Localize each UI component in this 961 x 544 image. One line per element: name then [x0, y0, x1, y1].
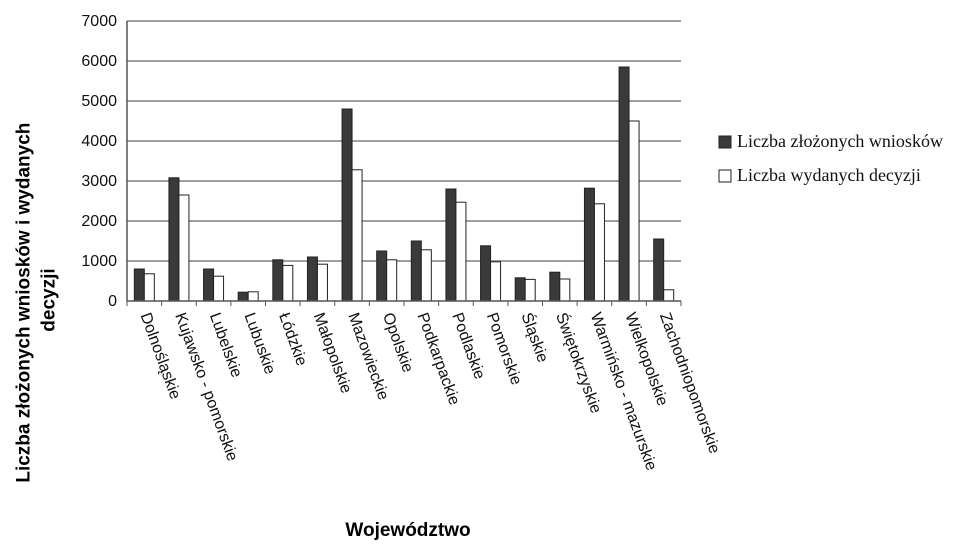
y-tick-label: 2000 — [81, 213, 117, 230]
bar-wnioski — [653, 238, 665, 302]
bar-wnioski — [583, 187, 595, 302]
bar-decyzje — [351, 169, 363, 302]
y-axis-title-line2: decyzji — [38, 268, 59, 331]
legend-swatch — [718, 135, 732, 149]
legend: Liczba złożonych wniosków Liczba wydanych… — [718, 131, 943, 185]
bar-decyzje — [420, 249, 432, 302]
x-tick-label: Zachodniopomorskie — [656, 311, 723, 456]
legend-swatch — [718, 169, 732, 183]
x-tick-label: Lubuskie — [240, 311, 278, 377]
y-tick-label: 4000 — [81, 133, 117, 150]
bar-decyzje — [628, 120, 640, 302]
y-tick-label: 5000 — [81, 93, 117, 110]
bar-decyzje — [663, 289, 675, 302]
bar-decyzje — [316, 263, 328, 302]
x-tick-label: Lubelskie — [206, 311, 245, 380]
x-tick-label: Łódzkie — [275, 311, 310, 369]
bar-decyzje — [455, 201, 467, 302]
y-axis-title-line1: Liczba złożonych wniosków i wydanych — [14, 123, 35, 483]
x-tick-label: Śląskie — [517, 310, 553, 365]
legend-label: Liczba wydanych decyzji — [737, 165, 921, 185]
bar-wnioski — [272, 259, 284, 302]
bar-wnioski — [445, 188, 457, 302]
legend-label: Liczba złożonych wniosków — [737, 131, 943, 151]
axes — [126, 21, 682, 306]
bar-wnioski — [133, 268, 145, 302]
bar-wnioski — [341, 108, 353, 302]
y-tick-label: 1000 — [81, 253, 117, 270]
y-tick-label: 7000 — [81, 13, 117, 30]
bar-wnioski — [514, 277, 526, 302]
bar-decyzje — [282, 264, 294, 302]
y-tick-label: 0 — [108, 293, 117, 310]
bar-wnioski — [168, 177, 180, 302]
x-tick-label: Opolskie — [379, 311, 416, 375]
y-tick-labels: 0 1000 2000 3000 4000 5000 6000 7000 — [81, 13, 117, 310]
bar-decyzje — [593, 203, 605, 302]
bar-wnioski — [618, 66, 630, 302]
bar-wnioski — [549, 271, 561, 302]
bar-decyzje — [559, 278, 571, 302]
bar-decyzje — [524, 278, 536, 302]
bar-wnioski — [376, 250, 388, 302]
bar-decyzje — [386, 259, 398, 302]
bar-decyzje — [213, 275, 225, 302]
y-tick-label: 3000 — [81, 173, 117, 190]
bar-wnioski — [306, 256, 318, 302]
y-tick-label: 6000 — [81, 53, 117, 70]
bar-wnioski — [237, 291, 249, 302]
x-axis-title: Województwo — [345, 520, 470, 541]
bar-decyzje — [490, 261, 502, 302]
bars — [133, 66, 675, 302]
gridlines — [127, 20, 681, 262]
bar-wnioski — [203, 268, 215, 302]
x-tick-label: Podlaskie — [448, 311, 488, 382]
bar-wnioski — [410, 240, 422, 302]
bar-decyzje — [178, 194, 190, 302]
y-axis-title: Liczba złożonych wniosków i wydanych dec… — [14, 117, 60, 482]
bar-decyzje — [247, 291, 259, 302]
bar-decyzje — [143, 273, 155, 302]
x-tick-label: Pomorskie — [483, 311, 525, 388]
bar-wnioski — [480, 245, 492, 302]
